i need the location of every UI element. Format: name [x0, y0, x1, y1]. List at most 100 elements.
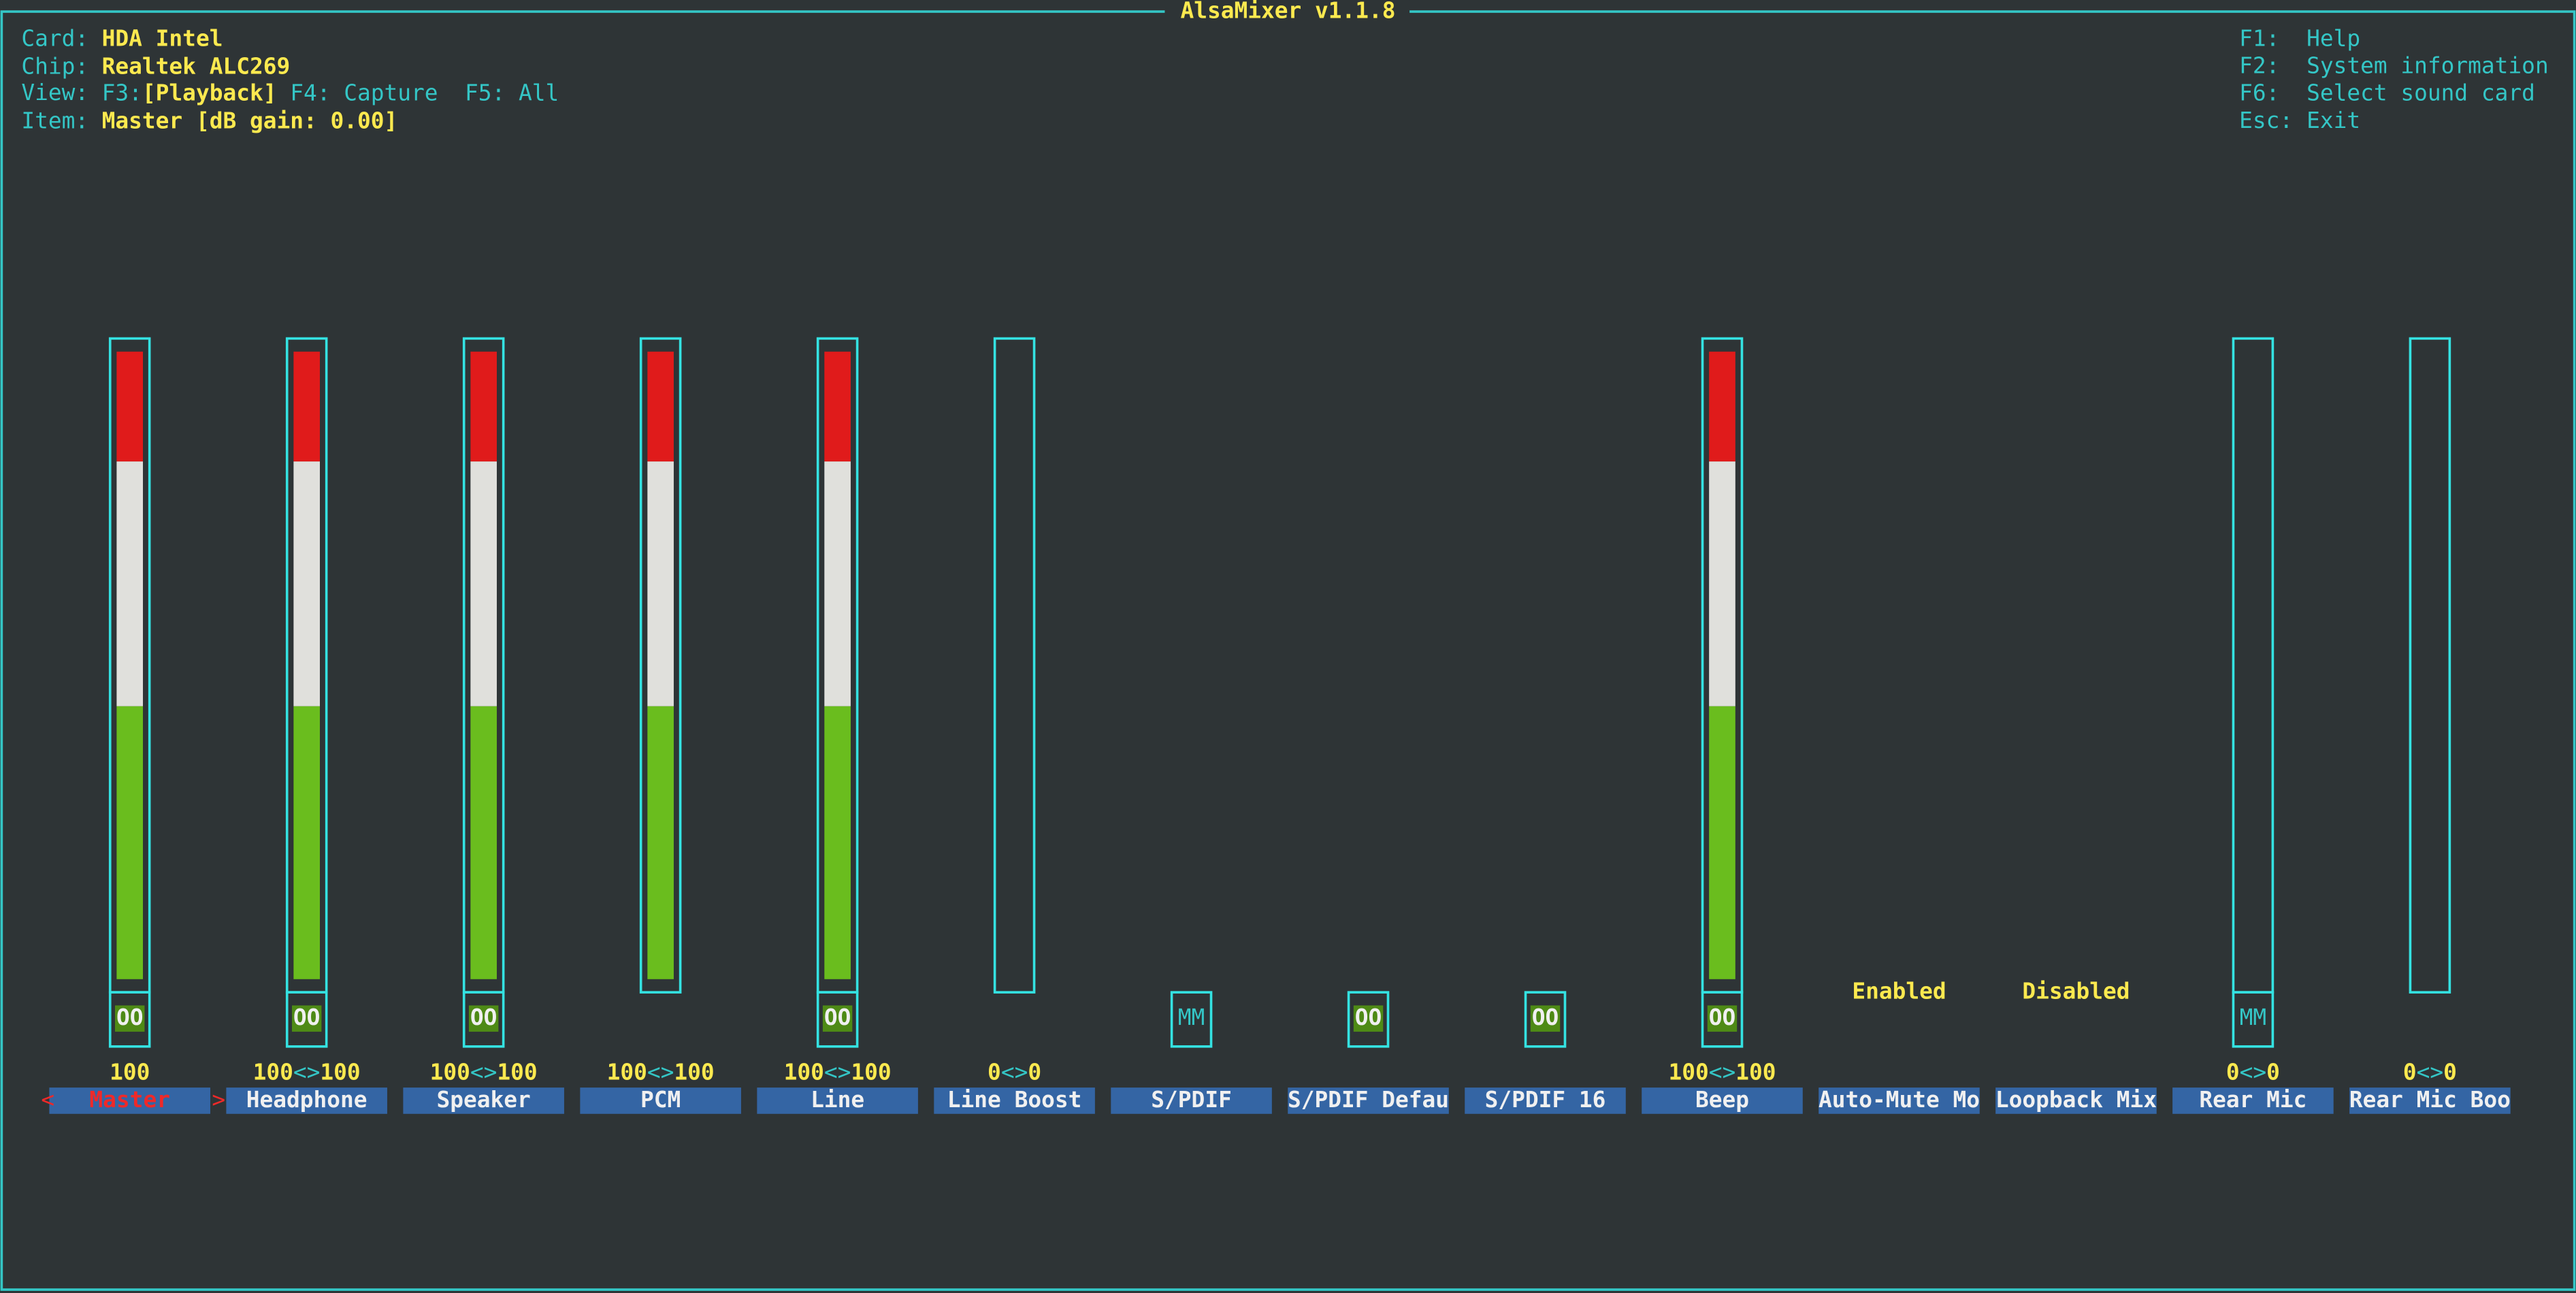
volume-number: 100 — [851, 1059, 891, 1085]
mute-state: MM — [2240, 1004, 2267, 1030]
channel-label-bg — [580, 1087, 741, 1114]
channel-label-bg — [934, 1087, 1095, 1114]
title-gap — [1164, 0, 1410, 25]
volume-value: 100<>100 — [430, 1059, 538, 1085]
volume-number: 100 — [110, 1059, 150, 1085]
volume-fill — [470, 706, 497, 979]
volume-fill — [647, 461, 674, 706]
enum-value: Disabled — [2022, 979, 2130, 1004]
channel-label-bg — [49, 1087, 210, 1114]
mute-bg — [291, 1005, 322, 1032]
channel-label-bg — [226, 1087, 387, 1114]
help-text: System information — [2306, 53, 2549, 79]
view-current: [Playback] — [142, 80, 277, 105]
channel-label-bg — [2172, 1087, 2334, 1114]
volume-fill — [1709, 706, 1735, 979]
volume-fill — [1709, 351, 1735, 462]
value-separator: <> — [824, 1059, 851, 1085]
value-separator: <> — [1709, 1059, 1736, 1085]
info-value: Master [dB gain: 0.00] — [102, 108, 398, 133]
volume-value: 100 — [110, 1059, 150, 1085]
volume-value: 0<>0 — [988, 1059, 1041, 1085]
volume-value: 100<>100 — [784, 1059, 892, 1085]
channel-label: S/PDIF Defau — [1288, 1087, 1449, 1113]
mute-state: OO — [824, 1004, 851, 1030]
view-key: F3: — [102, 80, 142, 105]
volume-fill — [824, 351, 851, 462]
channel-label: Rear Mic — [2199, 1087, 2306, 1113]
volume-fill — [116, 461, 144, 706]
mute-bg — [468, 1005, 499, 1032]
volume-number: 100 — [497, 1059, 537, 1085]
value-separator: <> — [470, 1059, 498, 1085]
channel-label: S/PDIF — [1151, 1087, 1232, 1113]
volume-value: 0<>0 — [2403, 1059, 2457, 1085]
slider-frame — [2409, 337, 2451, 994]
mute-box — [2232, 991, 2275, 1048]
value-separator: <> — [647, 1059, 674, 1085]
channel-label-bg — [1995, 1087, 2157, 1114]
mute-bg — [822, 1005, 853, 1032]
view-label: View: — [21, 80, 88, 105]
help-text: Help — [2306, 26, 2360, 52]
value-separator: <> — [2240, 1059, 2267, 1085]
volume-fill — [1709, 461, 1735, 706]
channel-label: Master — [89, 1087, 170, 1113]
value-separator: <> — [293, 1059, 321, 1085]
channel-label-bg — [2349, 1087, 2511, 1114]
volume-fill — [470, 351, 497, 462]
view-line: F3:[Playback] F4: Capture F5: All — [102, 80, 559, 105]
value-separator: <> — [2417, 1059, 2444, 1085]
window-title: AlsaMixer v1.1.8 — [1180, 0, 1395, 24]
channel-label-bg — [1819, 1087, 1980, 1114]
volume-fill — [116, 706, 144, 979]
volume-number: 100 — [674, 1059, 714, 1085]
channel-label: PCM — [640, 1087, 681, 1113]
channel-label: Rear Mic Boo — [2349, 1087, 2511, 1113]
volume-fill — [647, 706, 674, 979]
channel-label-bg — [1111, 1087, 1272, 1114]
help-text: Select sound card — [2306, 80, 2535, 106]
mute-state: OO — [1355, 1004, 1382, 1030]
channel-label: Beep — [1695, 1087, 1749, 1113]
value-separator: <> — [1001, 1059, 1028, 1085]
info-value: Realtek ALC269 — [102, 54, 291, 80]
volume-fill — [824, 706, 851, 979]
volume-fill — [824, 461, 851, 706]
channel-label: Speaker — [437, 1087, 531, 1113]
channel-label: S/PDIF 16 — [1485, 1087, 1606, 1113]
channel-label: Line — [811, 1087, 864, 1113]
volume-number: 100 — [607, 1059, 647, 1085]
channel-label: Loopback Mix — [1995, 1087, 2157, 1113]
help-text: Exit — [2306, 108, 2360, 133]
channel-label: Headphone — [246, 1087, 368, 1113]
volume-fill — [647, 351, 674, 462]
info-label: Chip: — [21, 54, 88, 80]
mute-bg — [114, 1005, 145, 1032]
mute-box — [1170, 991, 1213, 1048]
volume-fill — [293, 351, 320, 462]
volume-number: 100 — [784, 1059, 824, 1085]
info-label: Item: — [21, 108, 88, 133]
volume-number: 0 — [988, 1059, 1001, 1085]
channel-label-bg — [1642, 1087, 1803, 1114]
volume-fill — [293, 706, 320, 979]
enum-value: Enabled — [1852, 979, 1946, 1004]
volume-fill — [293, 461, 320, 706]
selection-mark: > — [212, 1087, 225, 1113]
mute-state: OO — [293, 1004, 321, 1030]
mute-bg — [1707, 1005, 1738, 1032]
volume-value: 100<>100 — [1668, 1059, 1776, 1085]
volume-number: 100 — [320, 1059, 360, 1085]
mute-state: MM — [1178, 1004, 1205, 1030]
mute-state: OO — [1532, 1004, 1559, 1030]
help-key: F2: — [2239, 53, 2279, 79]
volume-value: 100<>100 — [607, 1059, 715, 1085]
volume-value: 0<>0 — [2226, 1059, 2280, 1085]
volume-number: 0 — [2403, 1059, 2417, 1085]
channel-label: Line Boost — [947, 1087, 1082, 1113]
channel-label-bg — [757, 1087, 918, 1114]
channel-label-bg — [403, 1087, 564, 1114]
mute-bg — [1353, 1005, 1384, 1032]
